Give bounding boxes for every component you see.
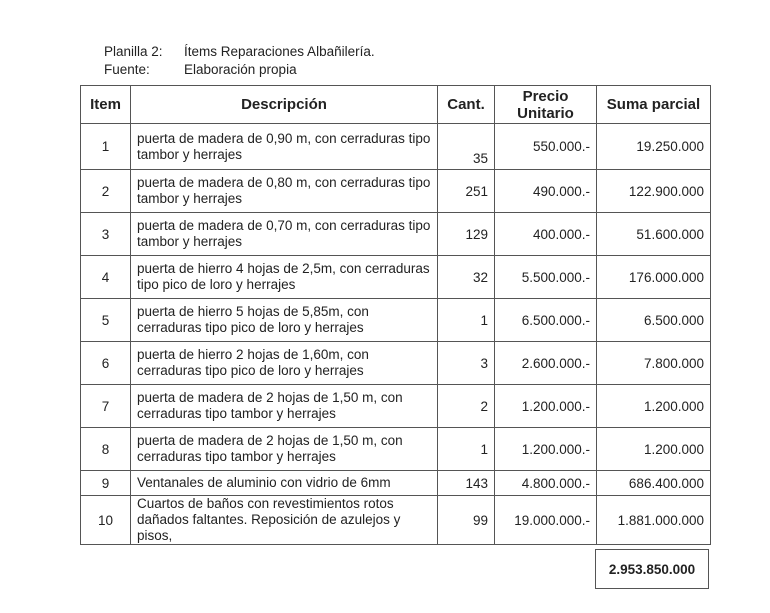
- cell-precio: 2.600.000.-: [494, 341, 597, 385]
- table-row: 3 puerta de madera de 0,70 m, con cerradu…: [80, 212, 711, 256]
- cell-precio: 1.200.000.-: [494, 427, 597, 471]
- cell-suma: 176.000.000: [596, 255, 711, 299]
- cell-suma: 686.400.000: [596, 470, 711, 496]
- cell-cant: 1: [437, 298, 495, 342]
- cell-precio: 19.000.000.-: [494, 495, 597, 545]
- cell-precio: 6.500.000.-: [494, 298, 597, 342]
- table-row: 9 Ventanales de aluminio con vidrio de 6m…: [80, 470, 711, 496]
- cell-cant: 1: [437, 427, 495, 471]
- cell-precio: 1.200.000.-: [494, 384, 597, 428]
- table-row: 7 puerta de madera de 2 hojas de 1,50 m, …: [80, 384, 711, 428]
- cell-suma: 1.200.000: [596, 384, 711, 428]
- cell-item: 4: [80, 255, 131, 299]
- cell-precio: 490.000.-: [494, 169, 597, 213]
- cell-suma: 19.250.000: [596, 123, 711, 170]
- cell-precio: 400.000.-: [494, 212, 597, 256]
- cell-descripcion: puerta de hierro 2 hojas de 1,60m, con c…: [130, 341, 438, 385]
- table-row: 4 puerta de hierro 4 hojas de 2,5m, con c…: [80, 255, 711, 299]
- header-suma: Suma parcial: [596, 85, 711, 124]
- cell-item: 2: [80, 169, 131, 213]
- table-row: 6 puerta de hierro 2 hojas de 1,60m, con …: [80, 341, 711, 385]
- cell-descripcion: Cuartos de baños con revestimientos roto…: [130, 495, 438, 545]
- cell-item: 7: [80, 384, 131, 428]
- table-row: 5 puerta de hierro 5 hojas de 5,85m, con …: [80, 298, 711, 342]
- cell-descripcion: puerta de hierro 4 hojas de 2,5m, con ce…: [130, 255, 438, 299]
- header-precio: Precio Unitario: [494, 85, 597, 124]
- cell-cant: 2: [437, 384, 495, 428]
- cell-suma: 122.900.000: [596, 169, 711, 213]
- table-row: 1 puerta de madera de 0,90 m, con cerradu…: [80, 123, 711, 170]
- header-cant: Cant.: [437, 85, 495, 124]
- cell-item: 10: [80, 495, 131, 545]
- cell-precio: 4.800.000.-: [494, 470, 597, 496]
- cell-item: 5: [80, 298, 131, 342]
- cell-cant: 129: [437, 212, 495, 256]
- table-row: 8 puerta de madera de 2 hojas de 1,50 m, …: [80, 427, 711, 471]
- cell-descripcion: puerta de madera de 0,70 m, con cerradur…: [130, 212, 438, 256]
- cell-item: 8: [80, 427, 131, 471]
- cell-precio: 550.000.-: [494, 123, 597, 170]
- cell-suma: 1.881.000.000: [596, 495, 711, 545]
- header-row: Item Descripción Cant. Precio Unitario S…: [80, 85, 711, 124]
- cell-item: 1: [80, 123, 131, 170]
- cell-suma: 6.500.000: [596, 298, 711, 342]
- caption-title: Planilla 2: Ítems Reparaciones Albañilerí…: [104, 44, 375, 59]
- cell-suma: 1.200.000: [596, 427, 711, 471]
- cell-item: 9: [80, 470, 131, 496]
- cell-descripcion: puerta de hierro 5 hojas de 5,85m, con c…: [130, 298, 438, 342]
- cell-precio: 5.500.000.-: [494, 255, 597, 299]
- header-item: Item: [80, 85, 131, 124]
- cell-cant: 251: [437, 169, 495, 213]
- cell-cant: 3: [437, 341, 495, 385]
- cell-descripcion: puerta de madera de 0,80 m, con cerradur…: [130, 169, 438, 213]
- cell-descripcion: puerta de madera de 2 hojas de 1,50 m, c…: [130, 384, 438, 428]
- cell-suma: 7.800.000: [596, 341, 711, 385]
- cell-descripcion: Ventanales de aluminio con vidrio de 6mm: [130, 470, 438, 496]
- cell-descripcion: puerta de madera de 2 hojas de 1,50 m, c…: [130, 427, 438, 471]
- table-row: 2 puerta de madera de 0,80 m, con cerradu…: [80, 169, 711, 213]
- cell-descripcion: puerta de madera de 0,90 m, con cerradur…: [130, 123, 438, 170]
- caption-source: Fuente: Elaboración propia: [104, 62, 297, 77]
- header-descripcion: Descripción: [130, 85, 438, 124]
- cell-cant: 32: [437, 255, 495, 299]
- cell-item: 6: [80, 341, 131, 385]
- cell-suma: 51.600.000: [596, 212, 711, 256]
- cell-cant: 99: [437, 495, 495, 545]
- items-table: Item Descripción Cant. Precio Unitario S…: [80, 85, 711, 545]
- cell-item: 3: [80, 212, 131, 256]
- cell-cant: 35: [437, 123, 495, 170]
- total-amount: 2.953.850.000: [595, 549, 709, 589]
- cell-cant: 143: [437, 470, 495, 496]
- table-row: 10 Cuartos de baños con revestimientos ro…: [80, 495, 711, 545]
